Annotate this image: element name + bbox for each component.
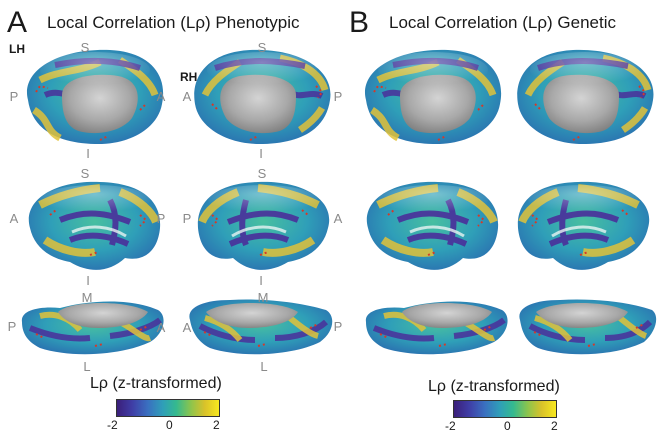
panel-b-title: Local Correlation (Lρ) Genetic: [389, 13, 616, 32]
orient-rh-medial-anterior: A: [182, 89, 192, 104]
brain-a-lh-medial: [26, 49, 164, 145]
orient-lh-ventral-anterior: A: [156, 320, 166, 335]
colorbar-a-mid: 0: [166, 418, 173, 432]
brain-b-rh-lateral: [517, 181, 650, 270]
orient-lh-lateral-anterior: A: [9, 211, 19, 226]
panel-a-letter: A: [7, 6, 28, 39]
panel-a-title: Local Correlation (Lρ) Phenotypic: [47, 13, 300, 32]
orient-rh-ventral-medial: M: [257, 290, 269, 305]
colorbar-b-max: 2: [551, 419, 558, 433]
orient-lh-lateral-inferior: I: [86, 273, 90, 288]
panel-b-letter: B: [349, 6, 370, 39]
orient-rh-medial-posterior: P: [333, 89, 343, 104]
brain-b-lh-ventral: [365, 301, 508, 355]
colorbar-a-gradient: [116, 399, 220, 417]
brain-a-rh-lateral: [197, 181, 330, 270]
brain-a-lh-lateral: [28, 181, 161, 270]
brain-a-rh-medial: [194, 49, 331, 145]
colorbar-b-min: -2: [445, 419, 456, 433]
orient-rh-ventral-anterior: A: [182, 320, 192, 335]
colorbar-b-mid: 0: [504, 419, 511, 433]
brain-b-rh-medial: [517, 49, 654, 145]
orient-lh-medial-anterior: A: [156, 89, 166, 104]
colorbar-a-max: 2: [213, 418, 220, 432]
colorbar-b-gradient: [453, 400, 557, 418]
orient-rh-ventral-lateral: L: [260, 359, 268, 374]
orient-lh-ventral-lateral: L: [83, 359, 91, 374]
colorbar-a-min: -2: [107, 418, 118, 432]
brain-a-rh-ventral: [189, 299, 333, 355]
brain-b-lh-lateral: [366, 181, 499, 270]
orient-lh-ventral-medial: M: [81, 290, 93, 305]
left-hemisphere-label: LH: [9, 42, 25, 56]
orient-rh-lateral-superior: S: [257, 166, 267, 181]
colorbar-b-title: Lρ (z-transformed): [428, 378, 560, 395]
orient-rh-ventral-posterior: P: [333, 319, 343, 334]
right-hemisphere-label: RH: [180, 70, 198, 84]
orient-lh-medial-inferior: I: [86, 146, 90, 161]
brain-b-lh-medial: [364, 49, 502, 145]
orient-lh-ventral-posterior: P: [7, 319, 17, 334]
colorbar-a-title: Lρ (z-transformed): [90, 375, 222, 392]
orient-lh-medial-posterior: P: [9, 89, 19, 104]
orient-lh-lateral-posterior: P: [156, 211, 166, 226]
orient-rh-lateral-inferior: I: [259, 273, 263, 288]
orient-rh-medial-superior: S: [257, 40, 267, 55]
orient-rh-lateral-posterior: P: [182, 211, 192, 226]
brain-b-rh-ventral: [519, 299, 657, 355]
orient-lh-lateral-superior: S: [80, 166, 90, 181]
orient-rh-medial-inferior: I: [259, 146, 263, 161]
orient-rh-lateral-anterior: A: [333, 211, 343, 226]
orient-lh-medial-superior: S: [80, 40, 90, 55]
brain-a-lh-ventral: [21, 301, 164, 355]
